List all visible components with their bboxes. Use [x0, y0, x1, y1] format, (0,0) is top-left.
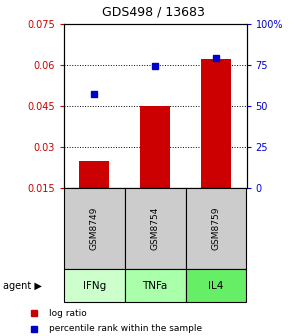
Text: log ratio: log ratio — [49, 308, 87, 318]
Bar — [125, 188, 186, 269]
Text: GSM8759: GSM8759 — [211, 207, 221, 250]
Text: percentile rank within the sample: percentile rank within the sample — [49, 325, 202, 333]
Text: GSM8754: GSM8754 — [151, 207, 160, 250]
Bar — [79, 161, 110, 188]
Bar — [125, 269, 186, 302]
Text: IFNg: IFNg — [83, 281, 106, 291]
Bar — [186, 269, 246, 302]
Text: TNFa: TNFa — [142, 281, 168, 291]
Bar — [140, 106, 171, 188]
Bar — [201, 59, 231, 188]
Text: agent ▶: agent ▶ — [3, 281, 42, 291]
Bar — [64, 188, 125, 269]
Text: GSM8749: GSM8749 — [90, 207, 99, 250]
Bar — [64, 269, 125, 302]
Text: IL4: IL4 — [208, 281, 224, 291]
Bar — [186, 188, 246, 269]
Text: GDS498 / 13683: GDS498 / 13683 — [102, 5, 205, 18]
